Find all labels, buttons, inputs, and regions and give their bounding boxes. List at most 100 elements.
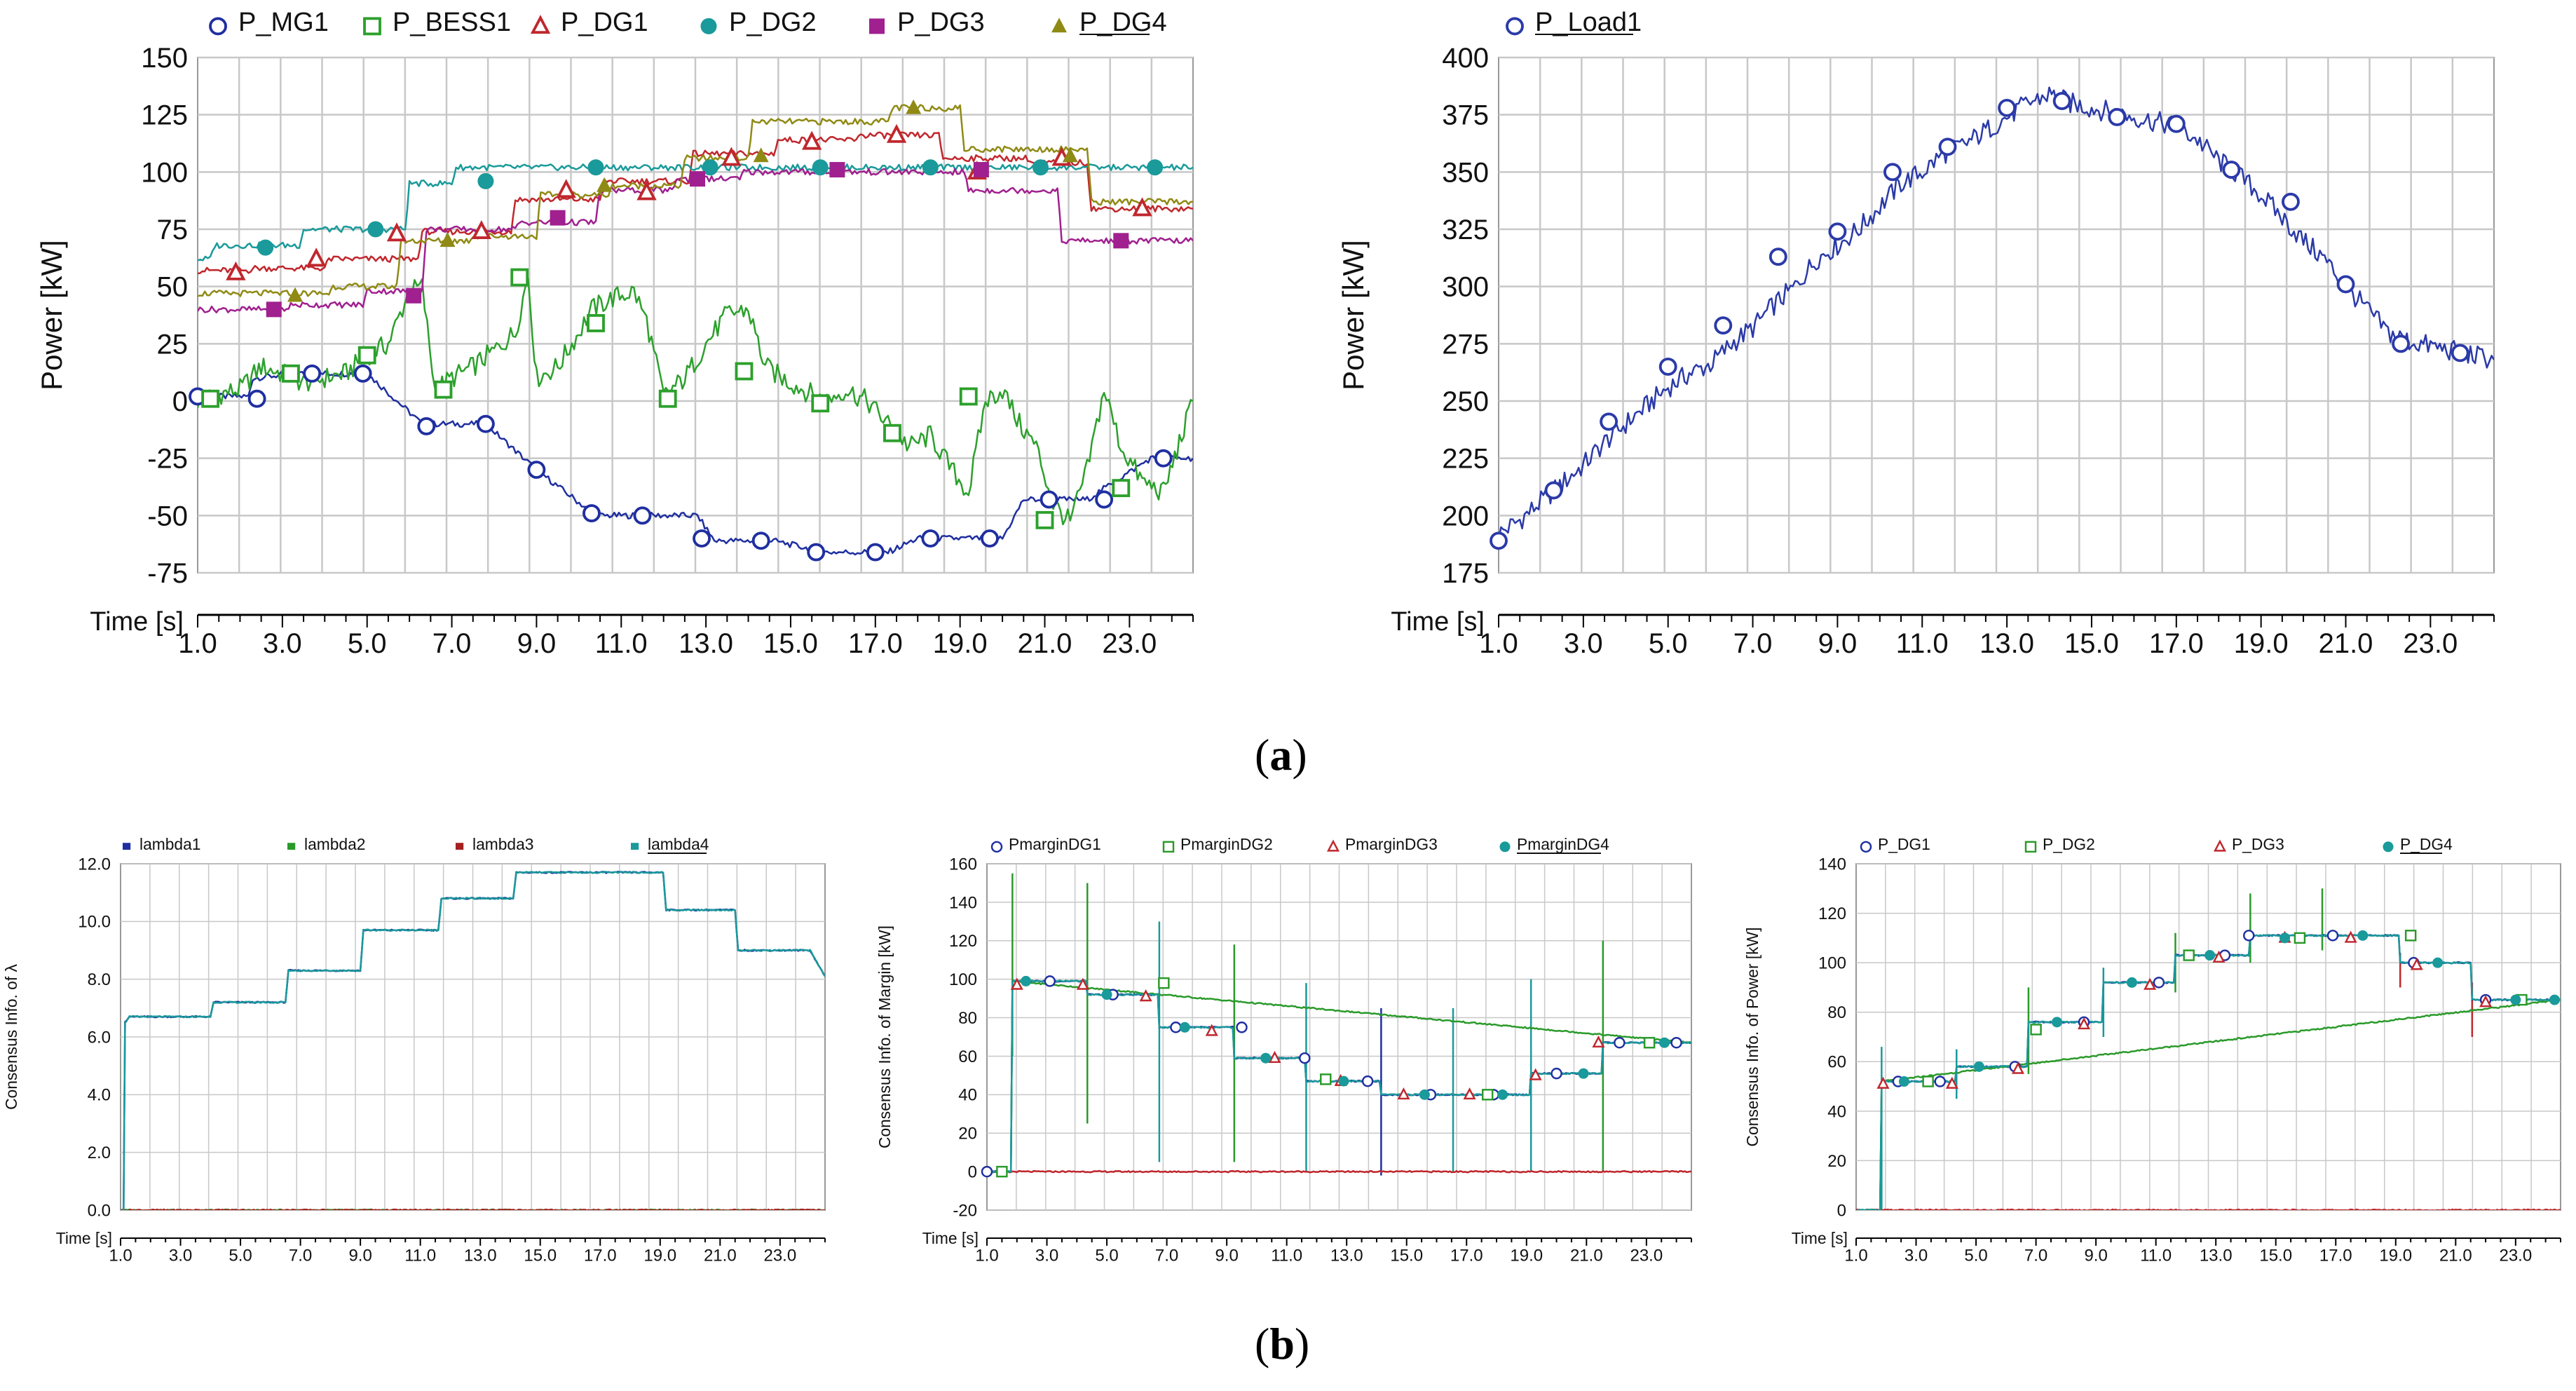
y-tick-label: 10.0 bbox=[78, 913, 111, 932]
y-tick-label: 100 bbox=[1818, 954, 1846, 973]
x-tick-label: 23.0 bbox=[1630, 1246, 1663, 1265]
data-point-p-dg2 bbox=[2294, 932, 2306, 944]
data-point-p-dg1 bbox=[636, 181, 657, 201]
x-tick-label: 17.0 bbox=[2149, 628, 2204, 659]
series-line-p-dg3 bbox=[1856, 1208, 2561, 1210]
data-point-pmargindg3 bbox=[1268, 1050, 1281, 1064]
y-tick-label: 150 bbox=[141, 43, 188, 74]
legend-item: P_MG1 bbox=[209, 8, 329, 37]
data-point-pmargindg4 bbox=[1497, 1089, 1508, 1100]
x-tick-label: 9.0 bbox=[517, 628, 557, 659]
y-tick-label: 6.0 bbox=[88, 1028, 111, 1047]
legend-symbol bbox=[2024, 841, 2037, 853]
margin-chart: 160 140 120 100 80 60 40 20 0 -20 Consensus Info. … bbox=[875, 835, 1692, 1265]
y-axis-label: Consensus Info. of Margin [kW] bbox=[875, 925, 894, 1148]
y-tick-label: 25 bbox=[157, 329, 189, 360]
x-tick-label: 21.0 bbox=[1018, 628, 1072, 659]
y-tick-label: 40 bbox=[1827, 1102, 1846, 1121]
data-point-pmargindg3 bbox=[1205, 1024, 1218, 1036]
caption-a: (a) bbox=[1255, 729, 1307, 781]
x-tick-label: 7.0 bbox=[1733, 628, 1773, 659]
caption-a-close: ) bbox=[1292, 730, 1307, 780]
x-tick-label: 7.0 bbox=[432, 628, 472, 659]
data-point-p-mg1 bbox=[1040, 490, 1058, 509]
data-point-p-bess1 bbox=[959, 387, 978, 406]
data-point-pmargindg3 bbox=[1010, 977, 1023, 990]
x-tick-label: 1.0 bbox=[109, 1246, 132, 1265]
data-point-p-dg1 bbox=[2243, 930, 2255, 942]
data-point-p-dg3 bbox=[2144, 977, 2157, 990]
legend-label: lambda3 bbox=[472, 835, 533, 853]
data-point-p-dg4 bbox=[2279, 932, 2291, 944]
y-tick-label: 60 bbox=[958, 1047, 977, 1066]
legend-item: P_DG4 bbox=[1051, 8, 1167, 37]
data-point-p-bess1 bbox=[735, 362, 754, 381]
legend-symbol bbox=[530, 15, 551, 34]
y-tick-label: 300 bbox=[1442, 272, 1489, 303]
legend-item: P_DG2 bbox=[700, 8, 817, 37]
y-tick-label: 275 bbox=[1442, 329, 1489, 360]
x-tick-label: 1.0 bbox=[1479, 628, 1518, 659]
series-line-p-dg1 bbox=[198, 131, 1193, 275]
legend-label: P_Load1 bbox=[1535, 8, 1642, 37]
y-tick-label: 200 bbox=[1442, 501, 1489, 531]
data-point-p-dg2 bbox=[2183, 949, 2195, 961]
legend-symbol bbox=[123, 843, 131, 850]
data-point-p-dg2 bbox=[2030, 1024, 2042, 1036]
series-line-p-dg2 bbox=[1856, 998, 2561, 1210]
x-tick-label: 1.0 bbox=[1844, 1246, 1867, 1265]
data-point-p-dg1 bbox=[1132, 197, 1152, 217]
x-tick-label: 13.0 bbox=[2200, 1246, 2233, 1265]
series-group bbox=[1499, 86, 2494, 541]
x-tick-label: 9.0 bbox=[1215, 1246, 1238, 1265]
x-tick-label: 3.0 bbox=[263, 628, 302, 659]
caption-b-open: ( bbox=[1255, 1319, 1270, 1369]
data-point-p-mg1 bbox=[693, 529, 711, 548]
legend-label: lambda2 bbox=[304, 835, 365, 853]
series-line-pmargindg2 bbox=[987, 980, 1691, 1174]
data-point-p-bess1 bbox=[1112, 479, 1131, 498]
data-point-p-bess1 bbox=[658, 389, 677, 408]
data-point-pmargindg2 bbox=[996, 1165, 1008, 1178]
y-tick-label: 175 bbox=[1442, 558, 1489, 589]
data-point-pmargindg2 bbox=[1158, 977, 1170, 989]
legend-label: P_DG2 bbox=[2043, 835, 2095, 853]
data-point-p-dg4 bbox=[1973, 1061, 1984, 1072]
data-point-pmargindg1 bbox=[1299, 1052, 1311, 1064]
legend-item: PmarginDG1 bbox=[990, 835, 1101, 853]
data-point-p-dg2 bbox=[1922, 1076, 1934, 1087]
data-point-p-bess1 bbox=[1035, 510, 1054, 529]
data-point-p-mg1 bbox=[1154, 449, 1173, 468]
legend-item: lambda3 bbox=[456, 835, 533, 853]
legend-label: P_DG3 bbox=[2232, 835, 2284, 853]
data-point-pmargindg1 bbox=[1170, 1022, 1182, 1033]
caption-a-letter: a bbox=[1269, 730, 1293, 780]
legend-symbol bbox=[869, 18, 885, 34]
data-point-p-dg4 bbox=[287, 287, 303, 302]
legend-label: P_MG1 bbox=[238, 8, 329, 37]
data-point-p-load1 bbox=[2052, 92, 2071, 110]
x-tick-label: 11.0 bbox=[404, 1246, 436, 1265]
legend-item: lambda1 bbox=[123, 835, 200, 853]
data-point-p-dg4 bbox=[1062, 147, 1078, 163]
x-tick-label: 9.0 bbox=[348, 1246, 372, 1265]
legend-label: lambda4 bbox=[648, 835, 709, 853]
x-tick-label: 1.0 bbox=[178, 628, 217, 659]
data-point-pmargindg3 bbox=[1076, 977, 1089, 990]
data-point-p-dg1 bbox=[306, 247, 327, 267]
x-tick-label: 11.0 bbox=[1271, 1246, 1302, 1265]
data-point-p-dg1 bbox=[886, 123, 907, 143]
y-tick-label: 250 bbox=[1442, 386, 1489, 417]
y-tick-label: 350 bbox=[1442, 157, 1489, 188]
legend-item: P_DG4 bbox=[2383, 835, 2453, 854]
legend-symbol bbox=[990, 841, 1003, 853]
lambda-chart: 12.0 10.0 8.0 6.0 4.0 2.0 0.0 Consensus Info. o… bbox=[2, 835, 826, 1265]
x-tick-label: 3.0 bbox=[1035, 1246, 1058, 1265]
legend-symbol bbox=[1326, 839, 1340, 852]
y-tick-label: 225 bbox=[1442, 444, 1489, 475]
x-tick-label: 15.0 bbox=[524, 1246, 557, 1265]
legend-label: P_DG3 bbox=[897, 8, 985, 37]
data-point-p-load1 bbox=[2167, 114, 2186, 133]
x-tick-label: 15.0 bbox=[2259, 1246, 2292, 1265]
data-point-p-bess1 bbox=[434, 380, 453, 399]
